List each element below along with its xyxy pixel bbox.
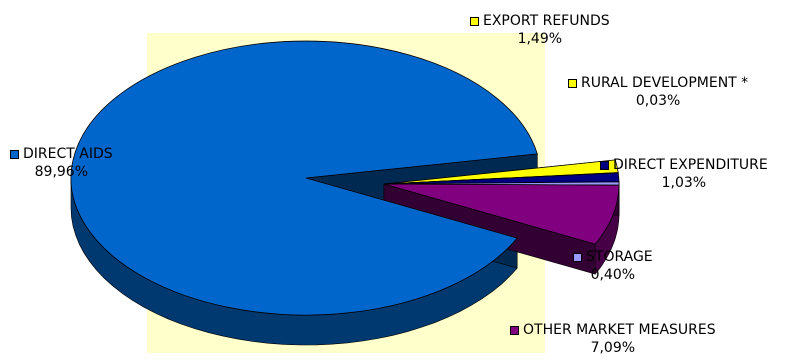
legend-swatch	[470, 16, 479, 26]
legend-swatch	[600, 160, 609, 170]
legend-swatch	[510, 325, 519, 335]
slice-label-direct-aids: DIRECT AIDS 89,96%	[10, 145, 113, 181]
slice-label-storage: STORAGE 0,40%	[573, 248, 653, 284]
legend-swatch	[10, 149, 19, 159]
pie-slice-other-market-measures	[383, 183, 620, 245]
pie-slice-direct-aids	[70, 40, 538, 316]
slice-label-direct-expenditure: DIRECT EXPENDITURE 1,03%	[600, 156, 768, 192]
legend-swatch	[573, 252, 582, 262]
slice-label-rural-development: RURAL DEVELOPMENT * 0,03%	[568, 74, 748, 110]
legend-swatch	[568, 78, 577, 88]
slice-label-export-refunds: EXPORT REFUNDS 1,49%	[470, 12, 610, 48]
slice-label-other-market-measures: OTHER MARKET MEASURES 7,09%	[510, 321, 716, 357]
